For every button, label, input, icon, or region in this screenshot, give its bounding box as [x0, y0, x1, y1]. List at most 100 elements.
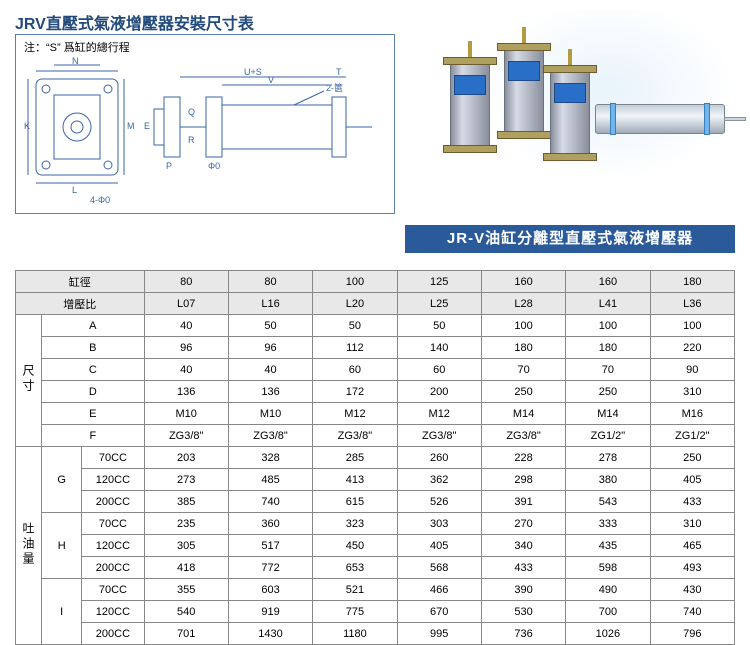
cell: 1430: [228, 623, 312, 645]
cell: 172: [313, 381, 397, 403]
cell: 380: [566, 469, 650, 491]
dim-D: D: [42, 381, 144, 403]
dim-L: L: [72, 185, 77, 195]
bore-4: 160: [481, 271, 565, 293]
bore-3: 125: [397, 271, 481, 293]
oil-H: H: [42, 513, 82, 579]
engineering-drawing: 注：“S” 爲缸的總行程: [15, 34, 395, 214]
cell: 60: [313, 359, 397, 381]
cell: 90: [650, 359, 734, 381]
cell: 136: [144, 381, 228, 403]
cc: 70CC: [82, 579, 144, 601]
cell: 96: [144, 337, 228, 359]
cell: 485: [228, 469, 312, 491]
cell: M10: [144, 403, 228, 425]
ratio-4: L28: [481, 293, 565, 315]
cell: 405: [650, 469, 734, 491]
cell: 70: [566, 359, 650, 381]
cell: 50: [228, 315, 312, 337]
cell: 1026: [566, 623, 650, 645]
cell: 250: [566, 381, 650, 403]
cell: 278: [566, 447, 650, 469]
cell: 568: [397, 557, 481, 579]
cell: 670: [397, 601, 481, 623]
cc: 120CC: [82, 469, 144, 491]
cell: 391: [481, 491, 565, 513]
dim-C: C: [42, 359, 144, 381]
cell: 40: [144, 315, 228, 337]
cell: 136: [228, 381, 312, 403]
cell: 700: [566, 601, 650, 623]
bore-0: 80: [144, 271, 228, 293]
cell: 772: [228, 557, 312, 579]
cell: 465: [650, 535, 734, 557]
dim-P: P: [166, 161, 172, 171]
cell: ZG3/8": [144, 425, 228, 447]
cell: 435: [566, 535, 650, 557]
hdr-bore: 缸徑: [16, 271, 145, 293]
cell: 333: [566, 513, 650, 535]
dim-T: T: [336, 67, 342, 77]
cell: 96: [228, 337, 312, 359]
cell: 740: [650, 601, 734, 623]
dim-2x: 2-篋: [326, 82, 343, 93]
oil-I: I: [42, 579, 82, 645]
cell: 540: [144, 601, 228, 623]
drawing-svg: N K M L 4-Φ0 P E Q R Φ0 V U+S T 2-篋: [24, 57, 384, 207]
cell: 140: [397, 337, 481, 359]
cell: 50: [313, 315, 397, 337]
cell: 995: [397, 623, 481, 645]
cell: 701: [144, 623, 228, 645]
ratio-6: L36: [650, 293, 734, 315]
cell: 250: [650, 447, 734, 469]
group-dim-label: 尺寸: [16, 315, 42, 447]
cell: M16: [650, 403, 734, 425]
cell: ZG3/8": [228, 425, 312, 447]
cell: 360: [228, 513, 312, 535]
cc: 70CC: [82, 513, 144, 535]
cell: 517: [228, 535, 312, 557]
cell: ZG3/8": [481, 425, 565, 447]
dim-M: M: [127, 121, 135, 131]
cell: 390: [481, 579, 565, 601]
cell: 598: [566, 557, 650, 579]
cell: 285: [313, 447, 397, 469]
cell: 235: [144, 513, 228, 535]
cell: 100: [481, 315, 565, 337]
cell: 740: [228, 491, 312, 513]
cell: 736: [481, 623, 565, 645]
cell: M12: [397, 403, 481, 425]
cell: 433: [650, 491, 734, 513]
cell: 60: [397, 359, 481, 381]
cell: 50: [397, 315, 481, 337]
cell: 220: [650, 337, 734, 359]
cell: 323: [313, 513, 397, 535]
cell: 100: [566, 315, 650, 337]
bore-5: 160: [566, 271, 650, 293]
dim-US: U+S: [244, 67, 262, 77]
cell: M10: [228, 403, 312, 425]
dim-N: N: [72, 57, 79, 66]
cell: 40: [144, 359, 228, 381]
subtitle-bar: JR-V油缸分離型直壓式氣液增壓器: [405, 225, 735, 253]
cell: 775: [313, 601, 397, 623]
cell: 433: [481, 557, 565, 579]
cell: 521: [313, 579, 397, 601]
dim-A: A: [42, 315, 144, 337]
dim-V: V: [268, 75, 274, 85]
cell: ZG3/8": [313, 425, 397, 447]
cc: 200CC: [82, 623, 144, 645]
cell: 615: [313, 491, 397, 513]
cell: 260: [397, 447, 481, 469]
hdr-ratio: 增壓比: [16, 293, 145, 315]
drawing-note: 注：“S” 爲缸的總行程: [24, 39, 130, 55]
cell: ZG3/8": [397, 425, 481, 447]
cell: 796: [650, 623, 734, 645]
cell: 310: [650, 513, 734, 535]
cell: 340: [481, 535, 565, 557]
cell: 100: [650, 315, 734, 337]
ratio-3: L25: [397, 293, 481, 315]
dim-phi0: Φ0: [208, 161, 220, 171]
cc: 200CC: [82, 491, 144, 513]
dim-E: E: [42, 403, 144, 425]
